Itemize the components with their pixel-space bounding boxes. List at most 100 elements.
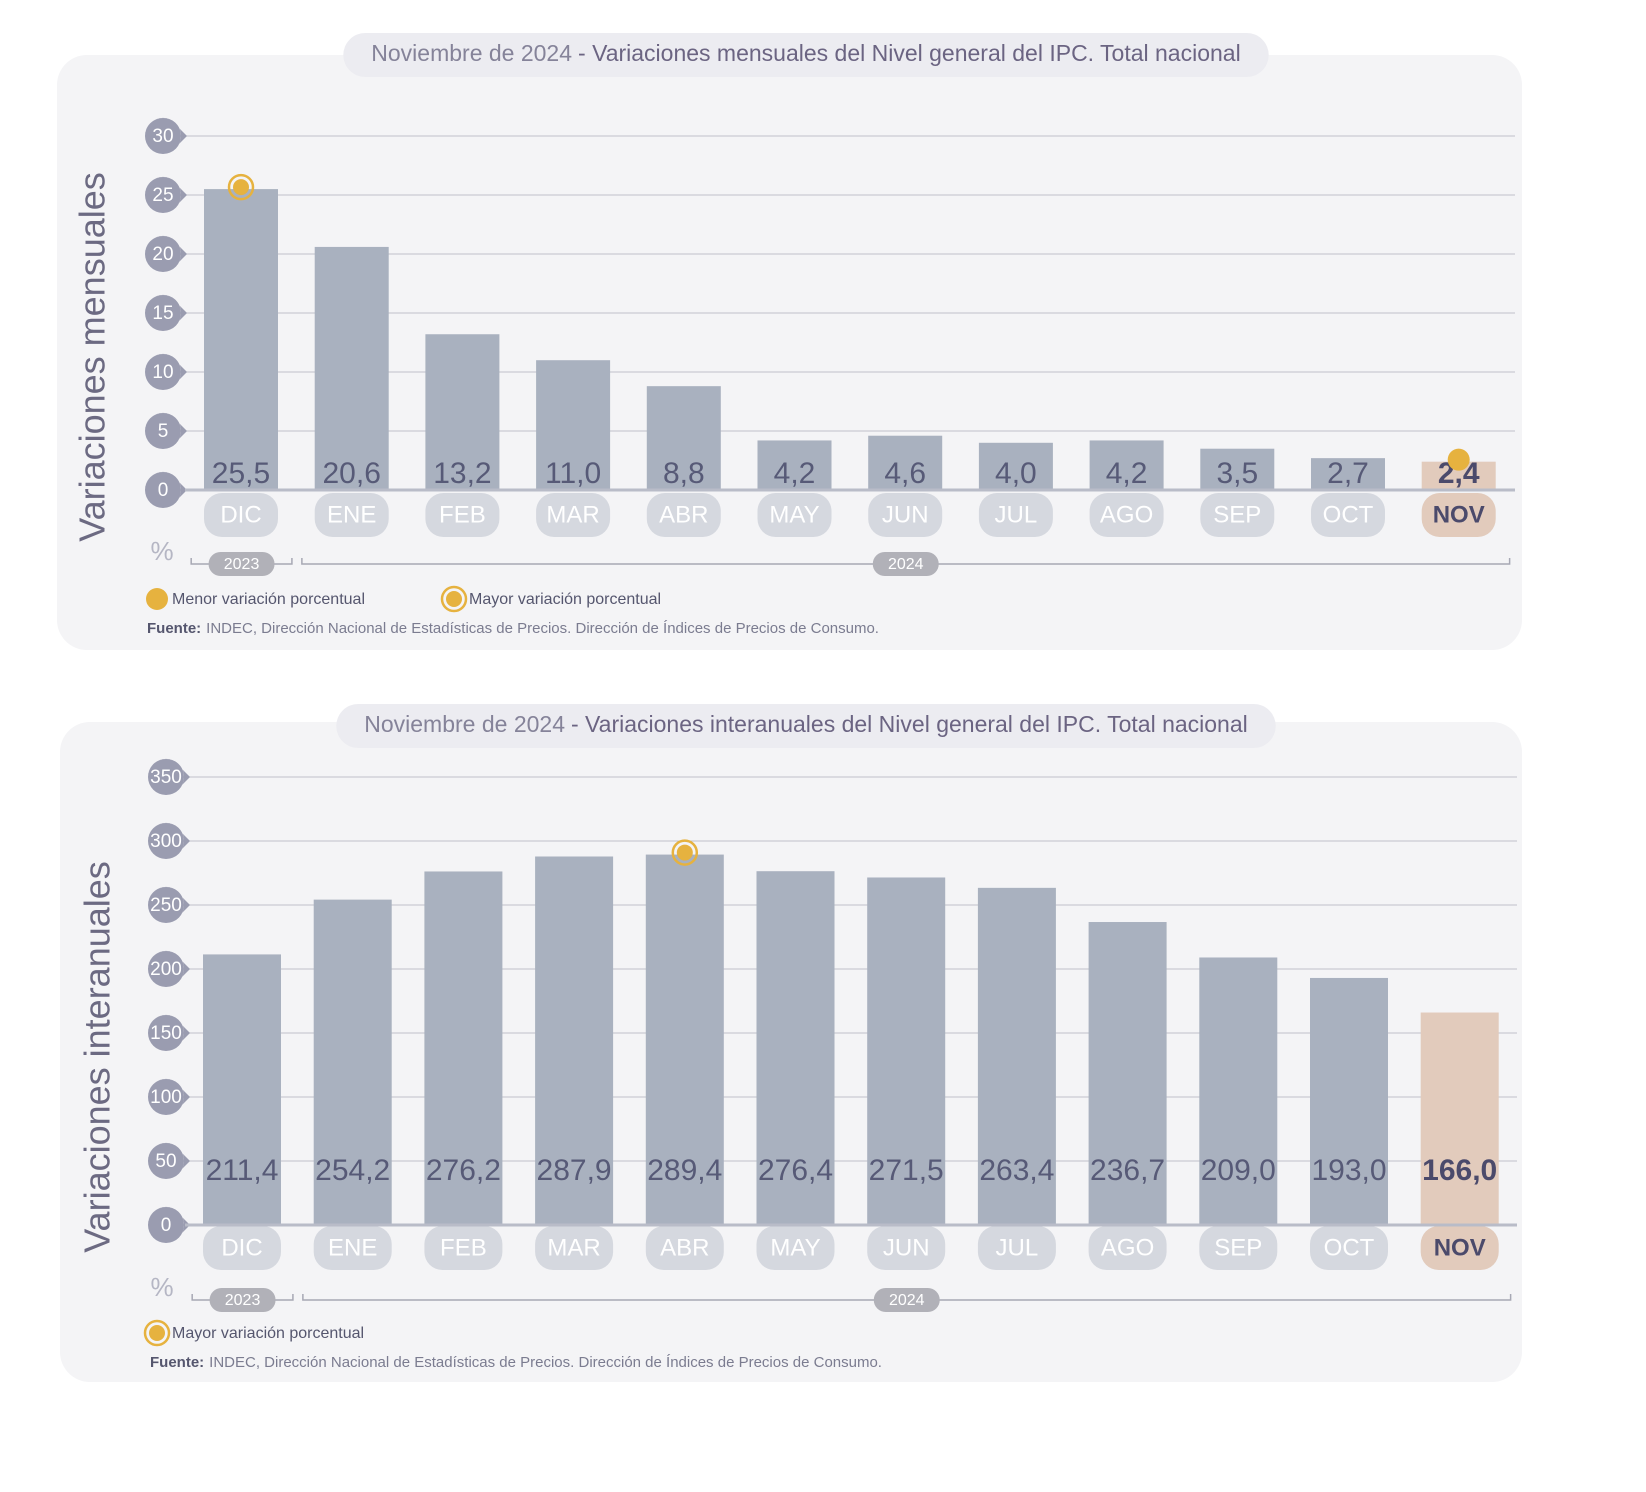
- marker-ring: [227, 173, 255, 201]
- y-tick-circle: [148, 823, 184, 859]
- category-pill: [646, 493, 721, 537]
- value-label: 4,2: [1106, 457, 1148, 490]
- y-tick-circle: [148, 951, 184, 987]
- y-tick-label: 300: [150, 831, 182, 852]
- marker-dot: [146, 588, 168, 610]
- y-tick-label: 5: [158, 421, 169, 442]
- year-label: 2024: [889, 1292, 925, 1309]
- bar: [756, 871, 835, 1225]
- y-tick-circle: [148, 887, 184, 923]
- bar: [645, 854, 724, 1225]
- category-pill: [1088, 1226, 1167, 1270]
- x-tick-label: ABR: [660, 1234, 709, 1261]
- value-label: 20,6: [323, 457, 381, 490]
- marker-dot: [149, 1325, 165, 1341]
- bar: [314, 246, 389, 490]
- bar: [536, 360, 611, 490]
- category-pill: [1420, 1226, 1499, 1270]
- y-tick-label: 50: [155, 1151, 176, 1172]
- source-label: Fuente:: [150, 1354, 204, 1371]
- bar: [1199, 957, 1278, 1225]
- year-pill: [208, 552, 275, 576]
- y-tick-circle: [145, 118, 181, 154]
- y-tick-circle: [148, 1143, 184, 1179]
- y-tick-circle: [148, 1079, 184, 1115]
- y-tick-label: 25: [152, 185, 173, 206]
- category-pill: [978, 493, 1053, 537]
- value-label: 289,4: [647, 1154, 722, 1187]
- source: Fuente: INDEC, Dirección Nacional de Esta…: [150, 1354, 882, 1371]
- bar: [1310, 977, 1388, 1225]
- source-text: INDEC, Dirección Nacional de Estadística…: [209, 1354, 882, 1371]
- category-pill: [1311, 493, 1385, 537]
- value-label: 2,7: [1327, 457, 1369, 490]
- y-tick-label: 0: [158, 480, 169, 501]
- bar: [425, 334, 500, 490]
- value-label: 11,0: [545, 457, 601, 490]
- unit-label: %: [150, 536, 173, 566]
- bar: [1089, 440, 1164, 490]
- value-label: 4,2: [774, 457, 816, 490]
- y-axis-label: Variaciones mensuales: [72, 172, 113, 542]
- x-tick-label: JUN: [882, 501, 929, 528]
- x-tick-label: JUL: [995, 501, 1038, 528]
- value-label: 236,7: [1090, 1154, 1165, 1187]
- value-label: 4,0: [995, 457, 1037, 490]
- x-tick-label: ABR: [659, 501, 708, 528]
- category-pill: [314, 493, 389, 537]
- chart-title: Noviembre de 2024- Variaciones interanua…: [364, 711, 1248, 737]
- y-tick-circle: [148, 1015, 184, 1051]
- y-tick-circle: [145, 295, 181, 331]
- bar: [1088, 922, 1167, 1225]
- title-pill: [343, 33, 1269, 77]
- y-tick-label: 10: [152, 362, 173, 383]
- legend-label: Mayor variación porcentual: [469, 591, 661, 608]
- value-label: 25,5: [212, 457, 270, 490]
- category-pill: [645, 1226, 724, 1270]
- x-tick-label: ENE: [327, 501, 376, 528]
- bar: [646, 386, 721, 490]
- year-label: 2023: [224, 556, 260, 573]
- category-pill: [1421, 493, 1496, 537]
- category-pill: [1199, 1226, 1278, 1270]
- bar: [868, 435, 943, 490]
- y-tick-circle: [145, 177, 181, 213]
- year-pill: [872, 552, 939, 576]
- marker-dot: [1447, 448, 1470, 471]
- category-pill: [313, 1226, 392, 1270]
- x-tick-label: SEP: [1214, 1234, 1262, 1261]
- x-tick-label: FEB: [440, 1234, 487, 1261]
- title-pill: [336, 704, 1276, 748]
- legend-label: Mayor variación porcentual: [172, 1325, 364, 1342]
- bar: [535, 856, 614, 1225]
- category-pill: [536, 493, 611, 537]
- value-label: 287,9: [537, 1154, 612, 1187]
- bar: [978, 442, 1053, 490]
- bar: [313, 899, 392, 1225]
- category-pill: [756, 1226, 835, 1270]
- y-tick-label: 100: [150, 1087, 182, 1108]
- y-tick-label: 0: [161, 1215, 172, 1236]
- x-tick-label: DIC: [220, 501, 261, 528]
- bar: [204, 189, 278, 490]
- category-pill: [867, 1226, 946, 1270]
- x-tick-label: MAY: [769, 501, 819, 528]
- y-axis-label: Variaciones interanuales: [77, 861, 118, 1253]
- chart-title: Noviembre de 2024- Variaciones mensuales…: [371, 40, 1240, 66]
- year-label: 2024: [888, 556, 924, 573]
- y-tick-circle: [148, 759, 184, 795]
- y-tick-circle: [145, 236, 181, 272]
- x-tick-label: MAY: [770, 1234, 820, 1261]
- x-tick-label: NOV: [1434, 1234, 1486, 1261]
- source: Fuente: INDEC, Dirección Nacional de Esta…: [147, 620, 879, 637]
- source-text: INDEC, Dirección Nacional de Estadística…: [206, 620, 879, 637]
- x-tick-label: AGO: [1100, 501, 1153, 528]
- title-text: - Variaciones interanuales del Nivel gen…: [571, 711, 1248, 737]
- value-label: 263,4: [979, 1154, 1054, 1187]
- value-label: 4,6: [884, 457, 926, 490]
- x-tick-label: ENE: [328, 1234, 377, 1261]
- category-pill: [203, 1226, 281, 1270]
- category-pill: [425, 493, 500, 537]
